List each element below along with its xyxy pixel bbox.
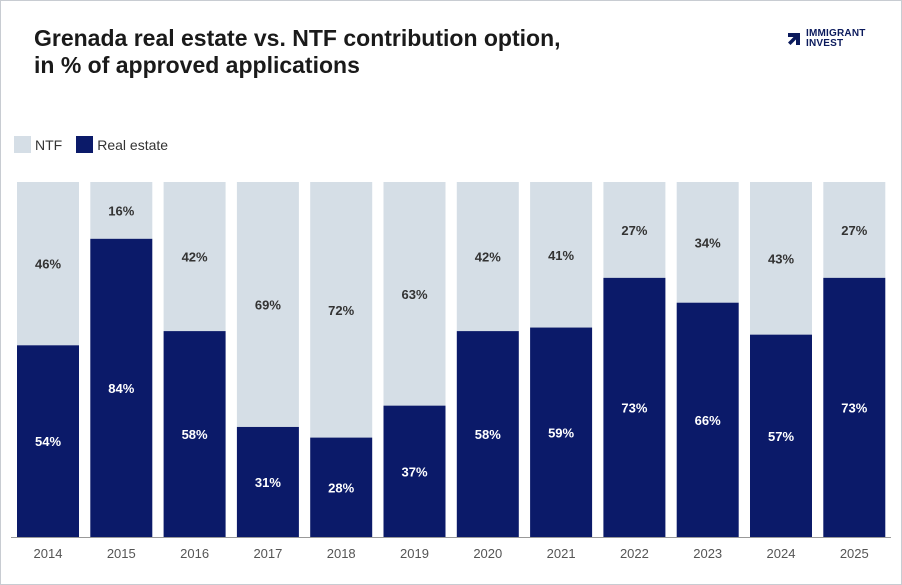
bar-ntf-2023 bbox=[676, 182, 739, 303]
bar-real-estate-2021 bbox=[530, 327, 593, 537]
x-tick-label-2020: 2020 bbox=[473, 546, 502, 561]
legend-swatch-ntf bbox=[14, 136, 31, 153]
x-tick-label-2025: 2025 bbox=[840, 546, 869, 561]
bar-real-estate-2020 bbox=[456, 331, 519, 537]
bar-ntf-2014 bbox=[17, 182, 79, 346]
data-label-real-estate-2018: 28% bbox=[328, 480, 354, 495]
bar-ntf-2022 bbox=[603, 182, 666, 278]
bar-ntf-2016 bbox=[163, 182, 226, 332]
bar-ntf-2021 bbox=[530, 182, 593, 328]
chart-legend: NTF Real estate bbox=[14, 136, 182, 153]
data-label-ntf-2019: 63% bbox=[401, 287, 427, 302]
data-label-ntf-2021: 41% bbox=[548, 248, 574, 263]
bar-real-estate-2025 bbox=[823, 277, 886, 537]
x-tick-label-2021: 2021 bbox=[547, 546, 576, 561]
x-tick-label-2023: 2023 bbox=[693, 546, 722, 561]
bar-ntf-2019 bbox=[383, 182, 446, 406]
brand-logo-line-1: IMMIGRANT bbox=[806, 28, 866, 39]
x-tick-label-2015: 2015 bbox=[107, 546, 136, 561]
bar-real-estate-2022 bbox=[603, 277, 666, 537]
x-tick-label-2016: 2016 bbox=[180, 546, 209, 561]
data-label-real-estate-2019: 37% bbox=[401, 464, 427, 479]
bar-ntf-2018 bbox=[310, 182, 373, 438]
legend-item-real-estate: Real estate bbox=[76, 136, 168, 153]
data-label-real-estate-2014: 54% bbox=[35, 434, 61, 449]
legend-label-real-estate: Real estate bbox=[97, 136, 169, 153]
data-label-ntf-2018: 72% bbox=[328, 303, 354, 318]
data-label-real-estate-2015: 84% bbox=[108, 381, 134, 396]
x-tick-label-2022: 2022 bbox=[620, 546, 649, 561]
data-label-real-estate-2017: 31% bbox=[255, 475, 281, 490]
data-label-real-estate-2024: 57% bbox=[768, 429, 794, 444]
arrow-chevron-icon bbox=[788, 33, 800, 45]
bar-real-estate-2024 bbox=[750, 334, 812, 537]
bar-real-estate-2014 bbox=[17, 345, 79, 537]
data-label-ntf-2024: 43% bbox=[768, 251, 794, 266]
legend-label-ntf: NTF bbox=[35, 136, 63, 153]
x-tick-label-2024: 2024 bbox=[767, 546, 796, 561]
bar-real-estate-2015 bbox=[90, 238, 153, 538]
x-tick-label-2017: 2017 bbox=[253, 546, 282, 561]
chart-title: Grenada real estate vs. NTF contribution… bbox=[34, 25, 654, 79]
data-label-ntf-2017: 69% bbox=[255, 297, 281, 312]
data-label-ntf-2016: 42% bbox=[182, 250, 208, 265]
bar-ntf-2025 bbox=[823, 182, 886, 278]
data-label-real-estate-2025: 73% bbox=[841, 400, 867, 415]
brand-logo-line-2: INVEST bbox=[806, 38, 844, 49]
bar-ntf-2024 bbox=[750, 182, 812, 335]
data-label-real-estate-2023: 66% bbox=[695, 413, 721, 428]
chart-title-line-2: in % of approved applications bbox=[34, 52, 360, 78]
x-tick-label-2014: 2014 bbox=[34, 546, 63, 561]
data-label-ntf-2015: 16% bbox=[108, 203, 134, 218]
bar-ntf-2020 bbox=[456, 182, 519, 332]
brand-logo-text: IMMIGRANT INVEST bbox=[806, 29, 866, 49]
bar-real-estate-2018 bbox=[310, 437, 373, 537]
data-label-real-estate-2016: 58% bbox=[182, 427, 208, 442]
data-label-real-estate-2020: 58% bbox=[475, 427, 501, 442]
data-label-real-estate-2022: 73% bbox=[621, 400, 647, 415]
chart-title-line-1: Grenada real estate vs. NTF contribution… bbox=[34, 25, 561, 51]
data-label-ntf-2023: 34% bbox=[695, 235, 721, 250]
data-label-real-estate-2021: 59% bbox=[548, 425, 574, 440]
bar-real-estate-2023 bbox=[676, 302, 739, 537]
bar-real-estate-2016 bbox=[163, 331, 226, 537]
legend-item-ntf: NTF bbox=[14, 136, 62, 153]
bar-ntf-2015 bbox=[90, 182, 153, 239]
bar-real-estate-2019 bbox=[383, 405, 446, 537]
data-label-ntf-2025: 27% bbox=[841, 223, 867, 238]
data-label-ntf-2022: 27% bbox=[621, 223, 647, 238]
x-tick-label-2019: 2019 bbox=[400, 546, 429, 561]
data-label-ntf-2020: 42% bbox=[475, 250, 501, 265]
legend-swatch-real-estate bbox=[76, 136, 94, 153]
bar-ntf-2017 bbox=[236, 182, 299, 427]
data-label-ntf-2014: 46% bbox=[35, 257, 61, 272]
brand-logo: IMMIGRANT INVEST bbox=[787, 29, 866, 49]
bar-real-estate-2017 bbox=[236, 426, 299, 537]
x-tick-label-2018: 2018 bbox=[327, 546, 356, 561]
